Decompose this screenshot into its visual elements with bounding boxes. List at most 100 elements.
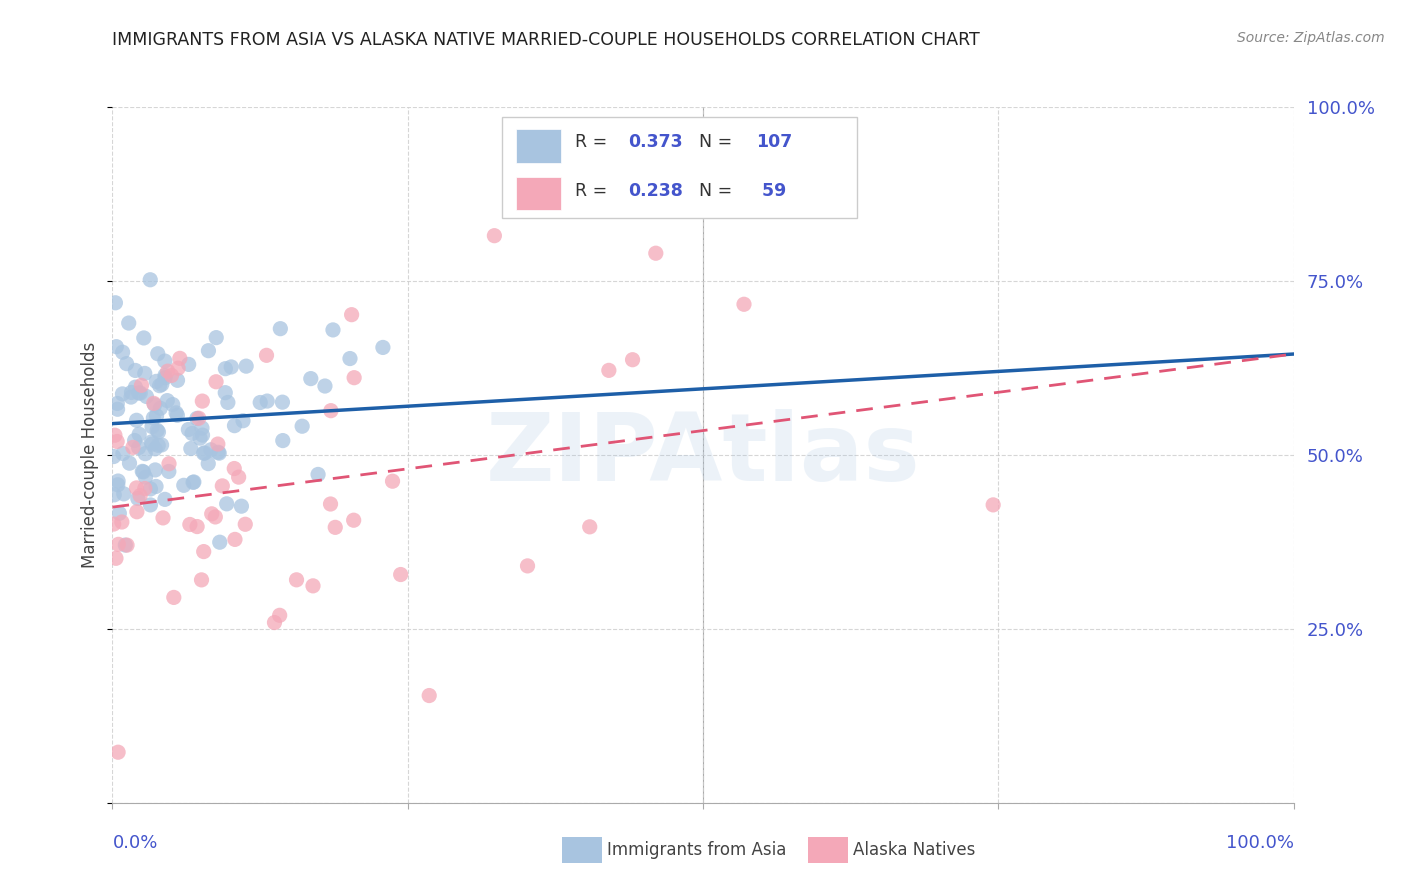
Point xyxy=(167,361,190,376)
Point xyxy=(217,395,239,409)
Point xyxy=(166,373,188,387)
Point xyxy=(105,434,128,449)
Point xyxy=(231,499,253,513)
Point xyxy=(121,385,143,400)
Point xyxy=(104,551,127,566)
Point xyxy=(389,567,412,582)
Point xyxy=(191,394,214,409)
Point xyxy=(149,401,172,416)
Point xyxy=(156,364,179,378)
Point xyxy=(111,387,134,401)
Point xyxy=(207,445,229,459)
Point xyxy=(219,359,242,374)
Point xyxy=(249,395,271,409)
Point xyxy=(193,544,215,558)
Point xyxy=(232,414,254,428)
Point xyxy=(190,573,212,587)
Text: R =: R = xyxy=(575,133,613,151)
Point xyxy=(128,441,150,455)
Point xyxy=(179,517,201,532)
Text: 59: 59 xyxy=(756,182,786,200)
Point xyxy=(183,475,205,489)
Point xyxy=(156,393,179,408)
Point xyxy=(343,370,366,384)
Point xyxy=(235,359,257,373)
Point xyxy=(114,538,136,552)
Point xyxy=(191,428,214,442)
Point xyxy=(146,347,169,361)
Point xyxy=(271,395,294,409)
Point xyxy=(150,438,173,452)
Point xyxy=(141,437,163,451)
Point xyxy=(139,273,162,287)
Text: 100.0%: 100.0% xyxy=(1226,834,1294,852)
Point xyxy=(197,457,219,471)
Point xyxy=(107,745,129,759)
Point xyxy=(186,519,208,533)
Point xyxy=(343,513,366,527)
Point xyxy=(153,370,176,384)
Point xyxy=(314,379,336,393)
Point xyxy=(340,308,363,322)
Text: 0.0%: 0.0% xyxy=(112,834,157,852)
Point xyxy=(307,467,329,482)
Point xyxy=(228,470,250,484)
Point xyxy=(224,418,246,433)
Point xyxy=(104,428,127,442)
Point xyxy=(111,345,134,359)
Point xyxy=(256,348,278,362)
Point xyxy=(319,497,342,511)
Point xyxy=(145,479,167,493)
Point xyxy=(127,491,149,506)
Point xyxy=(142,411,165,425)
Point xyxy=(129,489,152,503)
Point xyxy=(148,438,170,452)
Point xyxy=(177,423,200,437)
Point xyxy=(107,474,129,488)
Point xyxy=(112,487,135,501)
Point xyxy=(107,477,129,491)
Point xyxy=(204,510,226,524)
Point xyxy=(269,321,291,335)
Point xyxy=(132,331,155,345)
Point xyxy=(141,435,163,450)
Point xyxy=(162,398,184,412)
Point xyxy=(163,591,186,605)
Point xyxy=(153,354,176,368)
Point xyxy=(153,368,176,383)
Text: 0.373: 0.373 xyxy=(628,133,683,151)
Point xyxy=(125,505,148,519)
Point xyxy=(150,377,173,392)
Point xyxy=(103,450,125,464)
Point xyxy=(208,446,231,460)
Point xyxy=(177,358,200,372)
Point xyxy=(285,573,308,587)
Text: IMMIGRANTS FROM ASIA VS ALASKA NATIVE MARRIED-COUPLE HOUSEHOLDS CORRELATION CHAR: IMMIGRANTS FROM ASIA VS ALASKA NATIVE MA… xyxy=(112,31,980,49)
Point xyxy=(129,386,152,401)
Point xyxy=(148,425,170,439)
Point xyxy=(134,367,156,381)
Point xyxy=(418,689,440,703)
Point xyxy=(598,363,620,377)
Point xyxy=(188,431,211,445)
Point xyxy=(173,478,195,492)
Point xyxy=(115,538,138,552)
Point xyxy=(120,390,142,404)
Point xyxy=(322,323,344,337)
Point xyxy=(104,295,127,310)
Point xyxy=(122,441,145,455)
Point xyxy=(381,474,404,488)
Text: 0.238: 0.238 xyxy=(628,182,683,200)
Point xyxy=(302,579,325,593)
Point xyxy=(200,442,222,457)
FancyBboxPatch shape xyxy=(502,118,856,219)
Point xyxy=(516,558,538,573)
Point xyxy=(205,331,228,345)
Text: Immigrants from Asia: Immigrants from Asia xyxy=(607,841,787,859)
Point xyxy=(299,371,322,385)
Point xyxy=(139,498,162,512)
Text: ZIPAtlas: ZIPAtlas xyxy=(485,409,921,501)
Point xyxy=(124,380,146,394)
Point xyxy=(160,368,183,383)
Point xyxy=(197,343,219,358)
